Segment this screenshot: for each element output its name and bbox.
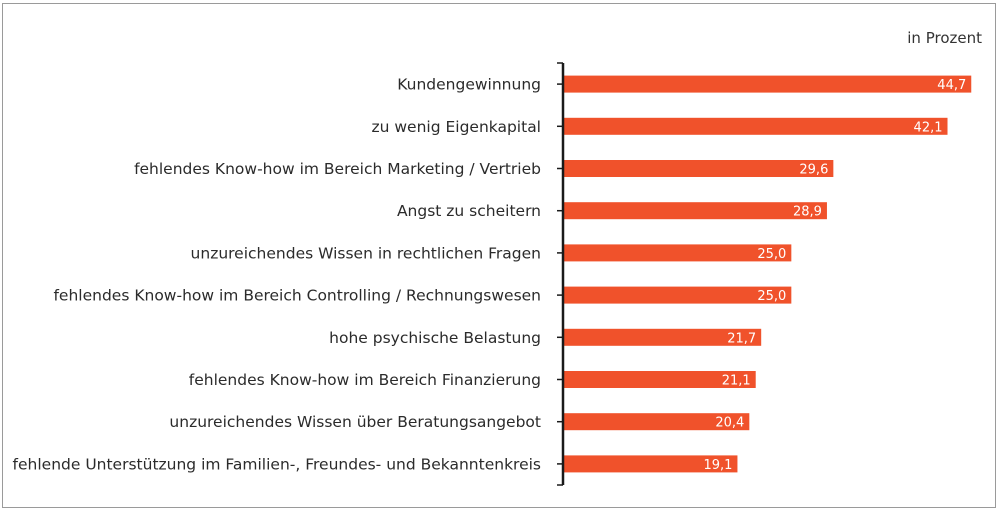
bar: [563, 75, 972, 93]
bar: [563, 413, 750, 431]
category-label: unzureichendes Wissen in rechtlichen Fra…: [191, 244, 541, 262]
bar: [563, 455, 738, 473]
bar: [563, 286, 792, 304]
bar: [563, 202, 827, 220]
category-label: fehlende Unterstützung im Familien-, Fre…: [13, 455, 541, 473]
value-label: 21,7: [727, 331, 756, 346]
value-label: 28,9: [793, 205, 822, 220]
category-label: unzureichendes Wissen über Beratungsange…: [169, 413, 541, 431]
value-label: 21,1: [722, 374, 751, 389]
value-label: 20,4: [715, 416, 744, 431]
bar: [563, 244, 792, 262]
bar: [563, 371, 756, 388]
value-label: 25,0: [757, 247, 786, 262]
category-label: fehlendes Know-how im Bereich Finanzieru…: [189, 371, 541, 389]
value-label: 42,1: [914, 120, 943, 135]
value-label: 29,6: [799, 163, 828, 178]
unit-label: in Prozent: [907, 29, 982, 47]
category-label: fehlendes Know-how im Bereich Marketing …: [134, 160, 541, 178]
category-label: fehlendes Know-how im Bereich Controllin…: [53, 287, 541, 305]
category-label: Angst zu scheitern: [397, 202, 541, 220]
value-label: 25,0: [757, 289, 786, 304]
category-label: hohe psychische Belastung: [329, 329, 541, 347]
value-label: 44,7: [937, 78, 966, 93]
category-label: Kundengewinnung: [397, 76, 541, 94]
value-label: 19,1: [703, 458, 732, 473]
bar: [563, 117, 948, 135]
bar: [563, 160, 834, 177]
bar: [563, 328, 762, 346]
category-label: zu wenig Eigenkapital: [371, 118, 541, 136]
